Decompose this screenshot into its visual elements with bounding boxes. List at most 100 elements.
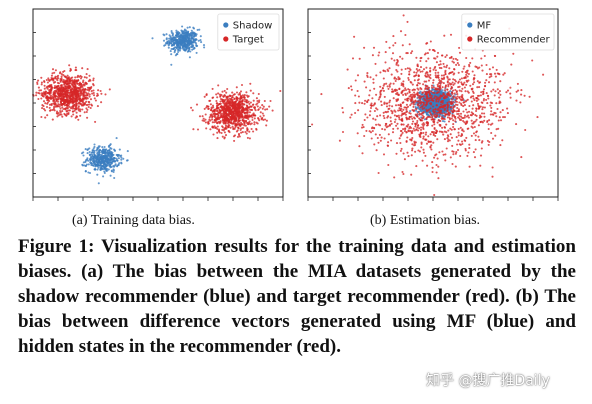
data-point — [449, 90, 452, 93]
data-point — [88, 103, 91, 106]
data-point — [490, 106, 493, 109]
data-point — [205, 94, 208, 97]
data-point — [381, 127, 384, 131]
data-point — [379, 85, 382, 88]
data-point — [224, 98, 227, 101]
data-point — [97, 166, 100, 169]
data-point — [213, 125, 216, 128]
legend-marker — [223, 36, 229, 42]
data-point — [486, 120, 489, 124]
data-point — [63, 75, 66, 78]
data-point — [430, 148, 433, 151]
data-point — [98, 158, 101, 161]
data-point — [75, 102, 78, 105]
data-point — [209, 113, 212, 116]
data-point — [89, 79, 92, 82]
data-point — [427, 104, 430, 107]
data-point — [59, 109, 62, 113]
data-point — [264, 108, 267, 111]
data-point — [49, 94, 52, 97]
data-point — [398, 109, 402, 112]
data-point — [320, 93, 323, 96]
data-point — [213, 112, 216, 115]
data-point — [57, 103, 60, 106]
data-point — [227, 119, 230, 122]
data-point — [261, 107, 264, 110]
data-point — [433, 102, 436, 105]
data-point — [399, 149, 402, 152]
data-point — [412, 127, 415, 130]
data-point — [225, 91, 228, 94]
data-point — [536, 116, 539, 119]
data-point — [92, 77, 95, 80]
data-point — [478, 86, 481, 89]
data-point — [510, 63, 513, 66]
data-point — [172, 47, 175, 50]
data-point — [380, 104, 383, 107]
data-point — [427, 57, 430, 60]
data-point — [474, 134, 477, 137]
data-point — [54, 81, 57, 84]
data-point — [251, 118, 254, 122]
data-point — [463, 104, 466, 107]
data-point — [194, 33, 197, 36]
data-point — [441, 86, 444, 89]
data-point — [122, 157, 125, 160]
data-point — [174, 54, 177, 57]
data-point — [241, 113, 244, 116]
data-point — [86, 108, 89, 111]
data-point — [396, 127, 399, 130]
data-point — [442, 153, 445, 156]
data-point — [417, 110, 421, 113]
data-point — [183, 29, 186, 32]
data-point — [227, 123, 230, 127]
data-point — [49, 84, 52, 87]
data-point — [438, 114, 441, 118]
data-point — [372, 78, 375, 81]
data-point — [222, 129, 225, 132]
data-point — [61, 106, 64, 109]
data-point — [239, 90, 243, 93]
data-point — [411, 117, 414, 120]
data-point — [60, 102, 63, 105]
data-point — [491, 175, 494, 178]
data-point — [70, 99, 73, 103]
data-point — [250, 127, 253, 131]
data-point — [73, 109, 76, 112]
data-point — [229, 103, 232, 106]
data-point — [238, 97, 241, 100]
data-point — [419, 87, 422, 90]
data-point — [40, 83, 43, 86]
data-point — [103, 152, 106, 155]
data-point — [46, 102, 49, 105]
data-point — [375, 107, 378, 110]
data-point — [245, 119, 248, 123]
data-point — [445, 147, 448, 150]
data-point — [178, 46, 181, 49]
data-point — [231, 94, 234, 97]
data-point — [107, 154, 110, 157]
data-point — [438, 66, 441, 69]
data-point — [94, 120, 97, 123]
data-point — [86, 158, 89, 161]
data-point — [214, 113, 218, 116]
data-point — [204, 121, 207, 124]
data-point — [63, 81, 66, 85]
data-point — [231, 98, 234, 101]
data-point — [81, 164, 84, 167]
data-point — [268, 105, 271, 108]
data-point — [77, 102, 80, 105]
data-point — [370, 137, 373, 140]
data-point — [460, 133, 463, 136]
data-point — [88, 95, 91, 98]
data-point — [194, 41, 197, 44]
data-point — [487, 97, 490, 100]
data-point — [109, 174, 112, 177]
data-point — [429, 73, 432, 76]
data-point — [459, 126, 462, 129]
data-point — [94, 154, 97, 157]
data-point — [177, 41, 180, 45]
data-point — [90, 104, 94, 107]
data-point — [392, 97, 395, 100]
